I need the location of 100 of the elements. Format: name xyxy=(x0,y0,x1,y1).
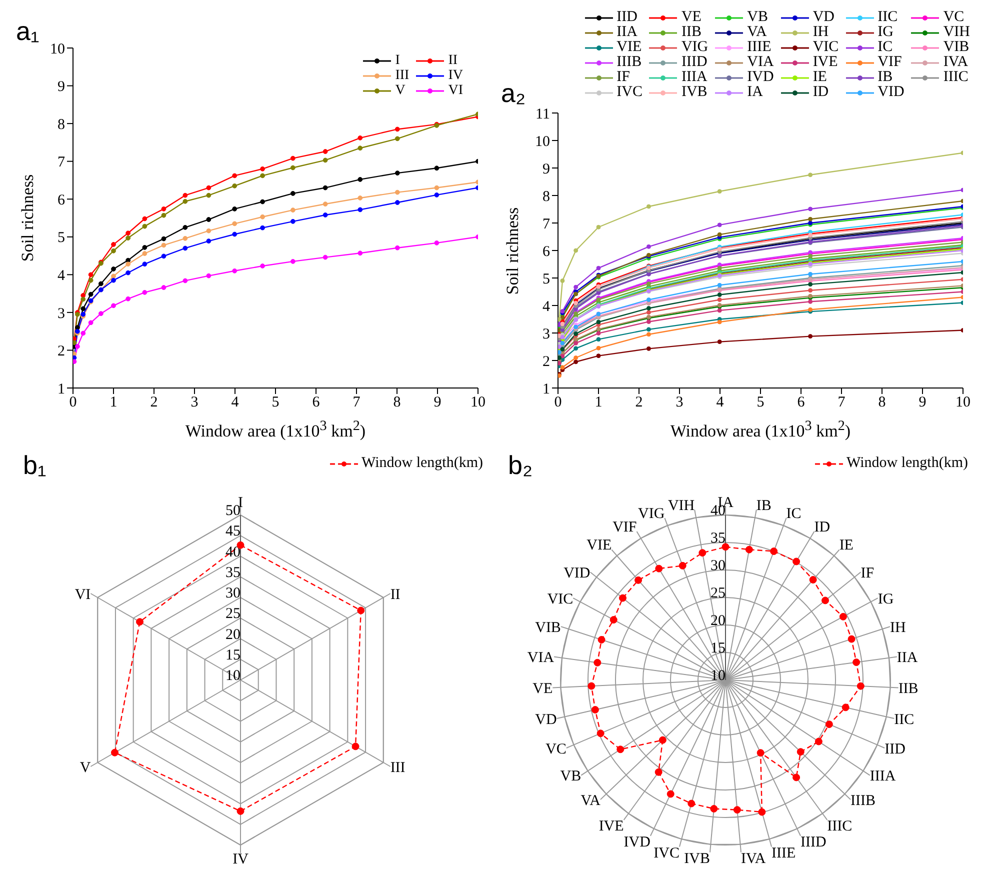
y-tick-label: 6 xyxy=(542,244,550,260)
y-tick-label: 2 xyxy=(542,354,550,370)
y-tick-label: 15 xyxy=(226,647,240,664)
spoke-label: IIIA xyxy=(870,768,896,785)
spoke-label: VIB xyxy=(535,620,561,636)
legend-label: VIF xyxy=(878,54,902,70)
spoke-label: VE xyxy=(532,681,553,698)
legend-label: ID xyxy=(812,84,829,100)
spoke-label: V xyxy=(80,760,91,776)
spoke-label: IID xyxy=(884,741,906,758)
legend-label: I xyxy=(395,53,400,68)
legend-label: IA xyxy=(747,84,763,100)
x-tick-label: 2 xyxy=(150,394,158,411)
x-axis-title: Window area (1x10$^{3}$ km$^{2}$) xyxy=(669,418,852,442)
spoke-label: IVC xyxy=(654,845,680,862)
legend-label: IF xyxy=(616,69,630,85)
y-tick-label: 9 xyxy=(542,161,550,178)
y-tick-label: 5 xyxy=(58,230,65,246)
legend-label: IVB xyxy=(681,84,708,100)
chart-title: b₁ xyxy=(23,450,46,481)
y-tick-label: 8 xyxy=(542,188,550,205)
spoke-label: ID xyxy=(814,519,830,536)
x-tick-label: 1 xyxy=(594,394,602,411)
y-tick-label: 30 xyxy=(710,558,726,574)
y-tick-label: 10 xyxy=(535,134,550,150)
y-tick-label: 4 xyxy=(542,298,550,315)
spoke-label: IG xyxy=(878,591,894,608)
spoke-label: IVE xyxy=(598,818,624,835)
y-tick-label: 40 xyxy=(226,544,240,560)
spoke-label: VID xyxy=(564,565,590,582)
legend-label: IID xyxy=(616,9,638,25)
y-tick-label: 3 xyxy=(542,326,550,342)
x-tick-label: 0 xyxy=(554,394,562,411)
legend-label: IIIC xyxy=(943,69,968,85)
x-tick-label: 7 xyxy=(838,394,846,411)
y-tick-label: 20 xyxy=(710,613,726,629)
chart-title: a₂ xyxy=(501,78,526,109)
legend-label: IH xyxy=(812,24,829,40)
x-tick-label: 8 xyxy=(393,394,401,411)
x-tick-label: 8 xyxy=(878,394,886,411)
x-tick-label: 0 xyxy=(69,394,77,411)
spoke-label: IE xyxy=(839,538,854,554)
legend-label: VIH xyxy=(943,24,970,40)
y-tick-label: 35 xyxy=(710,530,726,546)
y-tick-label: 25 xyxy=(710,586,726,602)
y-tick-label: 2 xyxy=(58,344,65,360)
legend-label: VC xyxy=(943,9,964,25)
spoke-label: IVB xyxy=(684,850,710,867)
y-tick-label: 8 xyxy=(58,116,65,133)
legend-label: IVC xyxy=(616,84,642,100)
y-tick-label: 35 xyxy=(226,564,240,581)
x-axis-title: Window area (1x10$^{3}$ km$^{2}$) xyxy=(184,418,367,442)
spoke-label: VB xyxy=(560,768,582,785)
spoke-label: VIE xyxy=(586,538,612,554)
legend-label: VI xyxy=(448,83,463,98)
spoke-label: VIG xyxy=(638,506,665,522)
spoke-label: IH xyxy=(890,620,906,636)
spoke-label: VD xyxy=(535,712,557,728)
y-tick-label: 15 xyxy=(710,640,726,656)
legend-label: VIA xyxy=(747,54,774,70)
legend-label: VIE xyxy=(616,39,642,55)
legend-label: IVE xyxy=(812,54,838,70)
legend-label: IIIE xyxy=(747,39,772,55)
y-tick-label: 30 xyxy=(226,586,240,602)
spoke-label: III xyxy=(390,760,406,776)
legend-label: IV xyxy=(448,68,463,83)
y-tick-label: 20 xyxy=(226,626,240,643)
y-axis-title: Soil richness xyxy=(503,206,523,294)
x-tick-label: 10 xyxy=(470,394,486,411)
x-tick-label: 1 xyxy=(110,394,118,411)
legend-label: III xyxy=(395,68,410,83)
spoke-label: IVA xyxy=(741,850,766,867)
spoke-label: IV xyxy=(232,852,249,868)
legend-label: IE xyxy=(812,69,827,85)
y-tick-label: 10 xyxy=(710,668,726,684)
legend-label: IIB xyxy=(681,24,702,40)
y-tick-label: 6 xyxy=(58,192,66,208)
y-tick-label: 7 xyxy=(58,154,66,171)
x-tick-label: 7 xyxy=(352,394,361,411)
spoke-label: IIC xyxy=(894,712,914,728)
legend-label: VIB xyxy=(943,39,970,55)
x-tick-label: 3 xyxy=(190,394,198,411)
y-tick-label: 5 xyxy=(542,271,550,288)
legend-label: IIA xyxy=(616,24,638,40)
legend-label: V xyxy=(395,83,406,98)
x-tick-label: 3 xyxy=(676,394,684,411)
y-tick-label: 1 xyxy=(542,381,550,398)
spoke-label: VIA xyxy=(527,650,554,666)
spoke-label: VIC xyxy=(547,591,574,608)
legend-label: II xyxy=(448,53,458,68)
y-tick-label: 10 xyxy=(226,668,240,684)
legend-label: Window length(km) xyxy=(846,455,968,471)
legend-label: IIC xyxy=(878,9,898,25)
spoke-label: VIH xyxy=(668,498,695,514)
legend-label: VIC xyxy=(812,39,839,55)
chart-title: b₂ xyxy=(508,450,533,481)
spoke-label: II xyxy=(390,586,400,603)
x-tick-label: 9 xyxy=(918,394,926,411)
x-tick-label: 5 xyxy=(756,394,764,411)
x-tick-label: 5 xyxy=(272,394,280,411)
